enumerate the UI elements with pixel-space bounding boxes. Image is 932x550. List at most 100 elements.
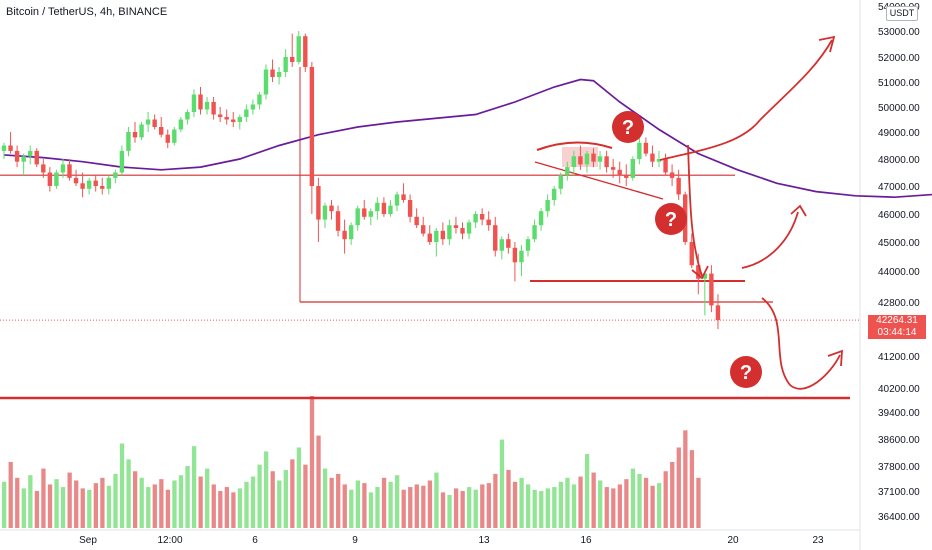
candle-body bbox=[434, 230, 439, 242]
volume-bar bbox=[571, 484, 577, 528]
candle-body bbox=[617, 169, 622, 176]
volume-bar bbox=[650, 485, 655, 528]
candle-body bbox=[650, 153, 655, 162]
question-mark-icon bbox=[730, 356, 762, 388]
time-tick-label: 9 bbox=[352, 535, 358, 546]
volume-bar bbox=[512, 481, 518, 528]
candle-body bbox=[54, 172, 59, 186]
scenario-arrow-up bbox=[659, 39, 833, 161]
volume-bar bbox=[224, 487, 229, 528]
candle-body bbox=[14, 150, 20, 162]
volume-bar bbox=[401, 489, 406, 528]
price-tick-label: 52000.00 bbox=[878, 53, 920, 64]
volume-bar bbox=[434, 472, 439, 528]
volume-bar bbox=[460, 491, 465, 528]
volume-bar bbox=[165, 489, 171, 528]
candle-body bbox=[309, 67, 315, 186]
candle-body bbox=[250, 104, 256, 110]
volume-bar bbox=[539, 491, 544, 528]
candle-body bbox=[106, 177, 111, 189]
candle-body bbox=[676, 177, 681, 195]
volume-bar bbox=[584, 454, 590, 528]
volume-bar bbox=[54, 479, 59, 528]
chart-title: Bitcoin / TetherUS, 4h, BINANCE bbox=[6, 6, 168, 18]
volume-bar bbox=[421, 485, 426, 528]
volume-bar bbox=[578, 476, 583, 528]
volume-bar bbox=[290, 459, 295, 528]
volume-bar bbox=[250, 476, 256, 528]
volume-bar bbox=[100, 477, 105, 528]
volume-bar bbox=[558, 481, 564, 528]
candle-body bbox=[290, 57, 295, 62]
candle-body bbox=[244, 109, 249, 117]
candle-body bbox=[709, 273, 714, 306]
volume-bar bbox=[2, 481, 7, 528]
volume-bar bbox=[375, 487, 380, 528]
candle-body bbox=[414, 216, 419, 226]
price-tick-label: 46000.00 bbox=[878, 210, 920, 221]
volume-bar bbox=[414, 484, 419, 528]
volume-bar bbox=[244, 481, 249, 528]
candle-body bbox=[67, 164, 72, 178]
currency-badge[interactable]: USDT bbox=[886, 6, 918, 21]
candle-body bbox=[440, 230, 446, 240]
volume-bar bbox=[8, 462, 13, 528]
price-tick-label: 42800.00 bbox=[878, 298, 920, 309]
volume-bar bbox=[617, 484, 622, 528]
volume-bar bbox=[172, 480, 177, 528]
volume-bar bbox=[663, 471, 668, 528]
candle-body bbox=[519, 250, 524, 263]
candle-body bbox=[565, 167, 570, 176]
price-tick-label: 53000.00 bbox=[878, 27, 920, 38]
question-mark-text: ? bbox=[665, 209, 677, 231]
volume-bar bbox=[316, 435, 321, 528]
volume-bar bbox=[237, 488, 243, 528]
candle-body bbox=[335, 211, 341, 231]
volume-bar bbox=[296, 447, 302, 528]
candle-body bbox=[47, 172, 53, 186]
volume-bar bbox=[231, 492, 236, 528]
volume-bar bbox=[480, 484, 485, 528]
arrowhead bbox=[790, 204, 807, 217]
volume-bar bbox=[139, 477, 144, 528]
volume-bar bbox=[178, 475, 184, 528]
candle-body bbox=[466, 222, 472, 234]
candle-body bbox=[172, 129, 177, 143]
candle-body bbox=[512, 247, 518, 263]
trend-line bbox=[534, 161, 664, 200]
volume-bar bbox=[28, 475, 33, 528]
volume-bar bbox=[342, 484, 347, 528]
candle-body bbox=[506, 239, 511, 248]
candle-body bbox=[493, 225, 498, 251]
candle-body bbox=[460, 228, 465, 234]
last-price-tag: 42264.31 03:44:14 bbox=[868, 315, 926, 339]
volume-bar bbox=[381, 477, 387, 528]
candle-body bbox=[656, 159, 662, 162]
volume-bar bbox=[34, 491, 40, 528]
candle-body bbox=[159, 127, 164, 135]
volume-bar bbox=[93, 483, 98, 528]
candle-body bbox=[355, 208, 360, 226]
candle-body bbox=[152, 119, 157, 127]
volume-bar bbox=[218, 491, 223, 528]
candle-body bbox=[479, 214, 485, 220]
candle-body bbox=[689, 242, 694, 266]
candle-body bbox=[263, 69, 269, 95]
volume-bar bbox=[598, 480, 603, 528]
volume-bar bbox=[689, 450, 695, 528]
candle-body bbox=[545, 200, 550, 212]
volume-bar bbox=[205, 468, 210, 528]
volume-bar bbox=[532, 489, 537, 528]
price-tick-label: 36400.00 bbox=[878, 512, 920, 523]
candle-body bbox=[231, 119, 236, 122]
candle-body bbox=[86, 180, 92, 189]
volume-bar bbox=[545, 488, 550, 528]
candle-body bbox=[381, 202, 387, 214]
candle-body bbox=[217, 114, 223, 117]
candle-body bbox=[669, 172, 675, 178]
volume-bar bbox=[486, 483, 491, 528]
candle-body bbox=[702, 273, 708, 279]
volume-bar bbox=[191, 446, 197, 528]
